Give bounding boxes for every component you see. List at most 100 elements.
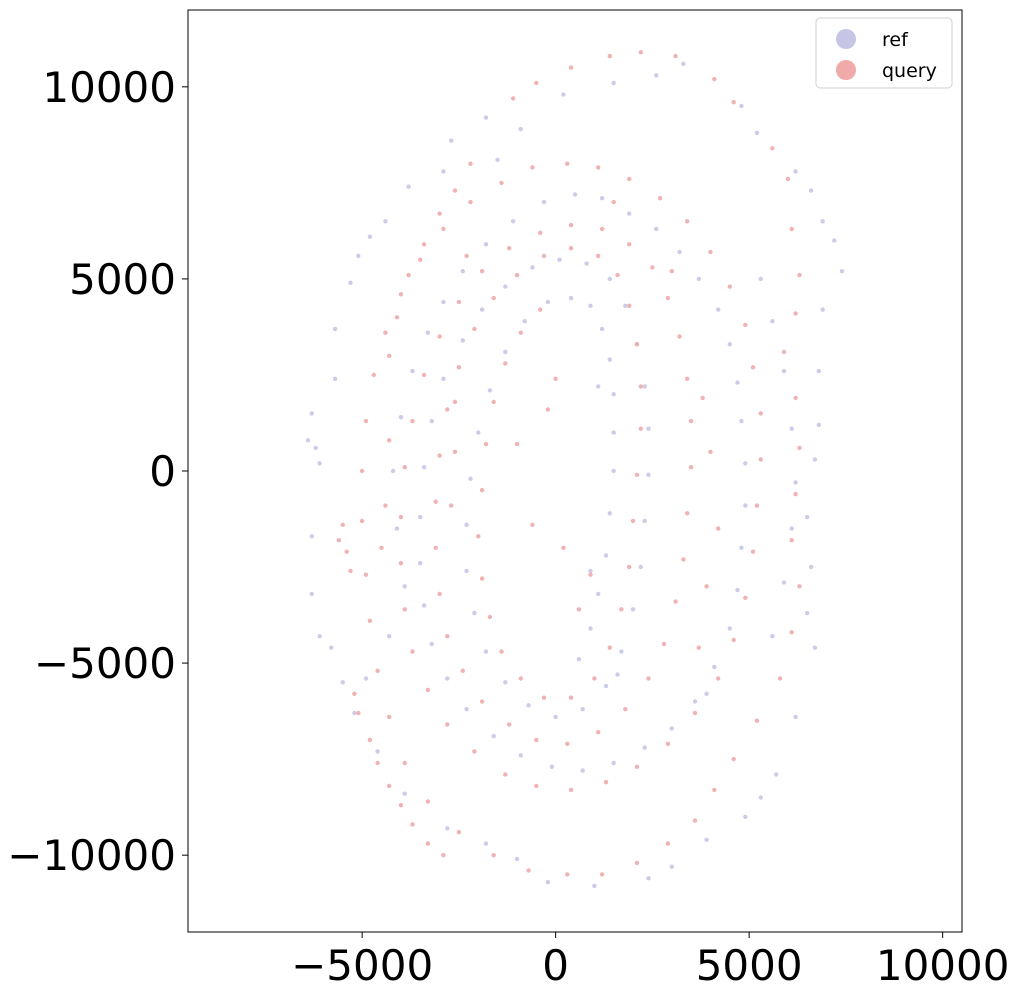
data-point-ref [309,411,314,416]
data-point-ref [522,319,527,324]
data-point-ref [309,534,314,539]
data-point-ref [789,426,794,431]
data-point-query [464,253,469,259]
data-point-query [793,395,798,401]
data-point-query [754,718,760,723]
data-point-query [356,710,361,716]
data-point-ref [445,676,450,681]
data-point-ref [599,196,605,201]
data-point-query [363,418,369,424]
data-point-query [375,668,380,673]
data-point-query [696,645,701,650]
data-point-ref [352,710,357,716]
data-point-ref [758,276,763,282]
data-point-ref [464,568,469,574]
data-point-ref [468,476,473,481]
data-point-query [507,722,512,727]
data-point-query [669,269,674,274]
data-point-query [634,342,640,347]
data-point-ref [743,503,748,508]
data-point-ref [642,384,647,389]
data-point-ref [464,707,469,712]
data-point-ref [495,157,500,162]
data-point-query [611,199,616,205]
data-point-ref [596,384,601,389]
data-point-query [596,730,601,735]
data-point-ref [793,169,798,174]
data-point-query [491,399,496,405]
x-tick-label: −5000 [291,941,433,990]
data-point-query [340,522,345,527]
data-point-query [685,219,690,224]
data-point-query [596,253,601,259]
data-point-query [750,365,756,370]
legend: ref query [815,17,953,89]
data-point-query [743,322,748,328]
data-point-query [685,376,690,381]
data-point-query [731,100,736,105]
data-point-query [348,568,353,574]
data-point-query [727,284,732,289]
data-point-ref [805,514,810,520]
data-point-query [565,872,570,877]
data-point-query [568,246,574,251]
data-point-query [491,853,496,858]
data-point-ref [313,445,318,451]
y-tick-label: 10000 [42,63,176,112]
data-point-query [750,549,756,554]
data-point-query [387,438,392,443]
data-point-query [665,841,671,846]
data-point-query [387,783,392,789]
data-point-query [731,637,736,643]
data-point-ref [394,526,400,531]
data-point-query [603,780,609,785]
data-point-query [665,741,671,746]
data-point-ref [654,226,659,232]
data-point-query [716,526,721,531]
data-point-query [421,372,427,378]
data-point-query [445,722,450,727]
data-point-query [541,253,547,259]
data-point-ref [681,61,686,66]
y-tick-label: 5000 [69,255,176,304]
data-point-query [336,538,342,543]
data-point-ref [460,338,465,343]
data-point-ref [739,545,744,550]
data-point-query [712,76,717,82]
data-point-query [352,691,357,696]
data-point-ref [611,430,616,435]
data-point-query [449,503,454,508]
data-point-ref [483,841,489,846]
data-point-ref [402,791,407,796]
data-point-ref [545,879,551,885]
data-point-ref [611,80,616,86]
data-point-ref [464,522,469,527]
data-point-ref [623,303,628,308]
data-point-ref [406,184,411,189]
data-point-ref [793,480,798,485]
data-point-query [785,176,791,182]
data-point-query [359,468,365,474]
data-point-query [507,246,512,251]
data-point-query [456,365,462,370]
data-point-query [793,311,798,316]
data-point-query [499,180,504,186]
data-point-ref [619,649,624,654]
data-point-query [565,741,570,746]
data-point-query [534,783,539,789]
data-point-ref [588,303,593,308]
data-point-query [627,176,632,182]
data-point-query [607,53,612,59]
data-point-ref [808,188,814,193]
data-point-ref [317,461,322,466]
data-point-query [483,441,489,447]
ref-series [305,61,845,889]
data-point-query [634,472,640,477]
data-point-ref [487,388,493,393]
data-point-ref [340,680,345,685]
data-point-query [487,614,493,620]
data-point-query [445,634,450,639]
data-point-query [538,230,543,235]
data-point-ref [654,73,659,78]
